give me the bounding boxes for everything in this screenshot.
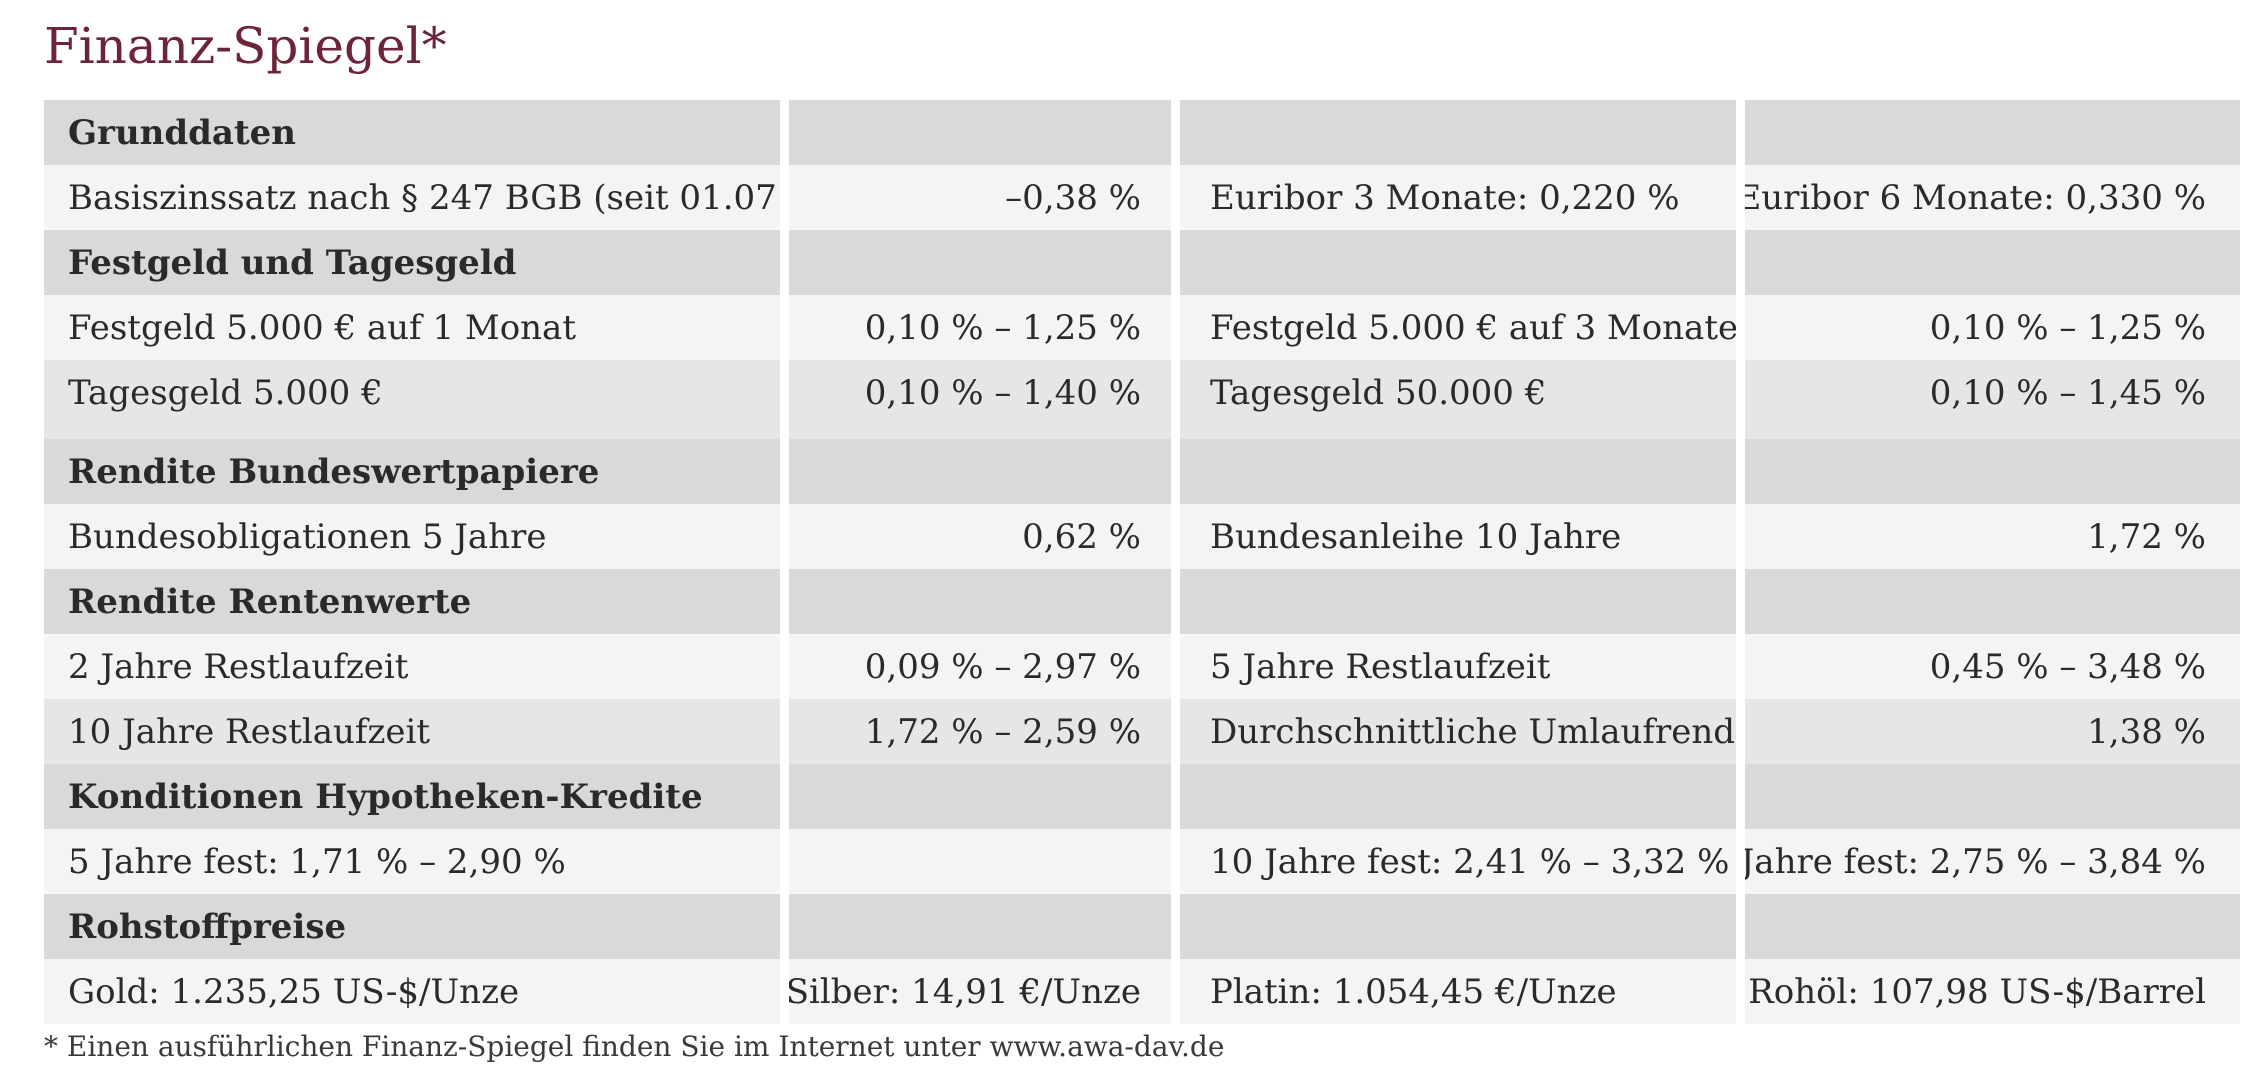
- section-empty-cell: [1180, 764, 1736, 829]
- row-value-2: 1,38 %: [1745, 699, 2240, 764]
- section-header-festgeld: Festgeld und Tagesgeld: [44, 230, 2240, 295]
- section-heading: Festgeld und Tagesgeld: [44, 230, 780, 295]
- row-label-2: Festgeld 5.000 € auf 3 Monate: [1180, 295, 1736, 360]
- table-row: Tagesgeld 5.000 € 0,10 % – 1,40 % Tagesg…: [44, 360, 2240, 439]
- row-value: –0,38 %: [789, 165, 1171, 230]
- section-heading: Konditionen Hypotheken-Kredite: [44, 764, 780, 829]
- table-row: Festgeld 5.000 € auf 1 Monat 0,10 % – 1,…: [44, 295, 2240, 360]
- section-heading: Rohstoffpreise: [44, 894, 780, 959]
- row-value: 0,62 %: [789, 504, 1171, 569]
- section-heading: Rendite Bundeswertpapiere: [44, 439, 780, 504]
- section-header-grunddaten: Grunddaten: [44, 100, 2240, 165]
- table-row: Bundesobligationen 5 Jahre 0,62 % Bundes…: [44, 504, 2240, 569]
- row-value-2: 0,45 % – 3,48 %: [1745, 634, 2240, 699]
- row-value-2: 0,10 % – 1,25 %: [1745, 295, 2240, 360]
- section-empty-cell: [789, 230, 1171, 295]
- row-label-2: Euribor 3 Monate: 0,220 %: [1180, 165, 1736, 230]
- footnote: * Einen ausführlichen Finanz-Spiegel fin…: [44, 1030, 1225, 1063]
- section-empty-cell: [1180, 230, 1736, 295]
- table-row: 10 Jahre Restlaufzeit 1,72 % – 2,59 % Du…: [44, 699, 2240, 764]
- row-value-2: 1,72 %: [1745, 504, 2240, 569]
- table-row: Basiszinssatz nach § 247 BGB (seit 01.07…: [44, 165, 2240, 230]
- row-value: 0,09 % – 2,97 %: [789, 634, 1171, 699]
- section-empty-cell: [1745, 764, 2240, 829]
- section-empty-cell: [1180, 894, 1736, 959]
- page-title: Finanz-Spiegel*: [44, 17, 447, 75]
- row-value: 0,10 % – 1,40 %: [789, 360, 1171, 439]
- row-label: Basiszinssatz nach § 247 BGB (seit 01.07…: [44, 165, 780, 230]
- section-empty-cell: [1180, 569, 1736, 634]
- row-label: Tagesgeld 5.000 €: [44, 360, 780, 439]
- row-label: 10 Jahre Restlaufzeit: [44, 699, 780, 764]
- table-row: 5 Jahre fest: 1,71 % – 2,90 % 10 Jahre f…: [44, 829, 2240, 894]
- row-label-2: Bundesanleihe 10 Jahre: [1180, 504, 1736, 569]
- section-empty-cell: [789, 100, 1171, 165]
- row-value-2: Euribor 6 Monate: 0,330 %: [1745, 165, 2240, 230]
- table-row: Gold: 1.235,25 US-$/Unze Silber: 14,91 €…: [44, 959, 2240, 1024]
- finance-table: Grunddaten Basiszinssatz nach § 247 BGB …: [44, 100, 2240, 1024]
- row-label-2: 10 Jahre fest: 2,41 % – 3,32 %: [1180, 829, 1736, 894]
- row-value-2: Rohöl: 107,98 US-$/Barrel: [1745, 959, 2240, 1024]
- section-empty-cell: [1745, 100, 2240, 165]
- section-header-bundeswertpapiere: Rendite Bundeswertpapiere: [44, 439, 2240, 504]
- row-value: [789, 829, 1171, 894]
- row-label: Gold: 1.235,25 US-$/Unze: [44, 959, 780, 1024]
- row-value-2: 15 Jahre fest: 2,75 % – 3,84 %: [1745, 829, 2240, 894]
- row-label-2: 5 Jahre Restlaufzeit: [1180, 634, 1736, 699]
- section-empty-cell: [1180, 439, 1736, 504]
- row-value: 0,10 % – 1,25 %: [789, 295, 1171, 360]
- section-empty-cell: [789, 764, 1171, 829]
- section-header-rentenwerte: Rendite Rentenwerte: [44, 569, 2240, 634]
- row-label-2: Platin: 1.054,45 €/Unze: [1180, 959, 1736, 1024]
- section-empty-cell: [789, 439, 1171, 504]
- row-value: Silber: 14,91 €/Unze: [789, 959, 1171, 1024]
- section-heading: Grunddaten: [44, 100, 780, 165]
- row-value-2: 0,10 % – 1,45 %: [1745, 360, 2240, 439]
- row-value: 1,72 % – 2,59 %: [789, 699, 1171, 764]
- row-label-2: Durchschnittliche Umlaufrendite: [1180, 699, 1736, 764]
- section-empty-cell: [789, 569, 1171, 634]
- table-row: 2 Jahre Restlaufzeit 0,09 % – 2,97 % 5 J…: [44, 634, 2240, 699]
- row-label: 2 Jahre Restlaufzeit: [44, 634, 780, 699]
- section-empty-cell: [1745, 569, 2240, 634]
- section-empty-cell: [1745, 230, 2240, 295]
- section-empty-cell: [1745, 439, 2240, 504]
- section-empty-cell: [789, 894, 1171, 959]
- section-empty-cell: [1180, 100, 1736, 165]
- section-empty-cell: [1745, 894, 2240, 959]
- section-header-rohstoffpreise: Rohstoffpreise: [44, 894, 2240, 959]
- section-header-hypotheken: Konditionen Hypotheken-Kredite: [44, 764, 2240, 829]
- row-label: Bundesobligationen 5 Jahre: [44, 504, 780, 569]
- section-heading: Rendite Rentenwerte: [44, 569, 780, 634]
- row-label-2: Tagesgeld 50.000 €: [1180, 360, 1736, 439]
- row-label: 5 Jahre fest: 1,71 % – 2,90 %: [44, 829, 780, 894]
- row-label: Festgeld 5.000 € auf 1 Monat: [44, 295, 780, 360]
